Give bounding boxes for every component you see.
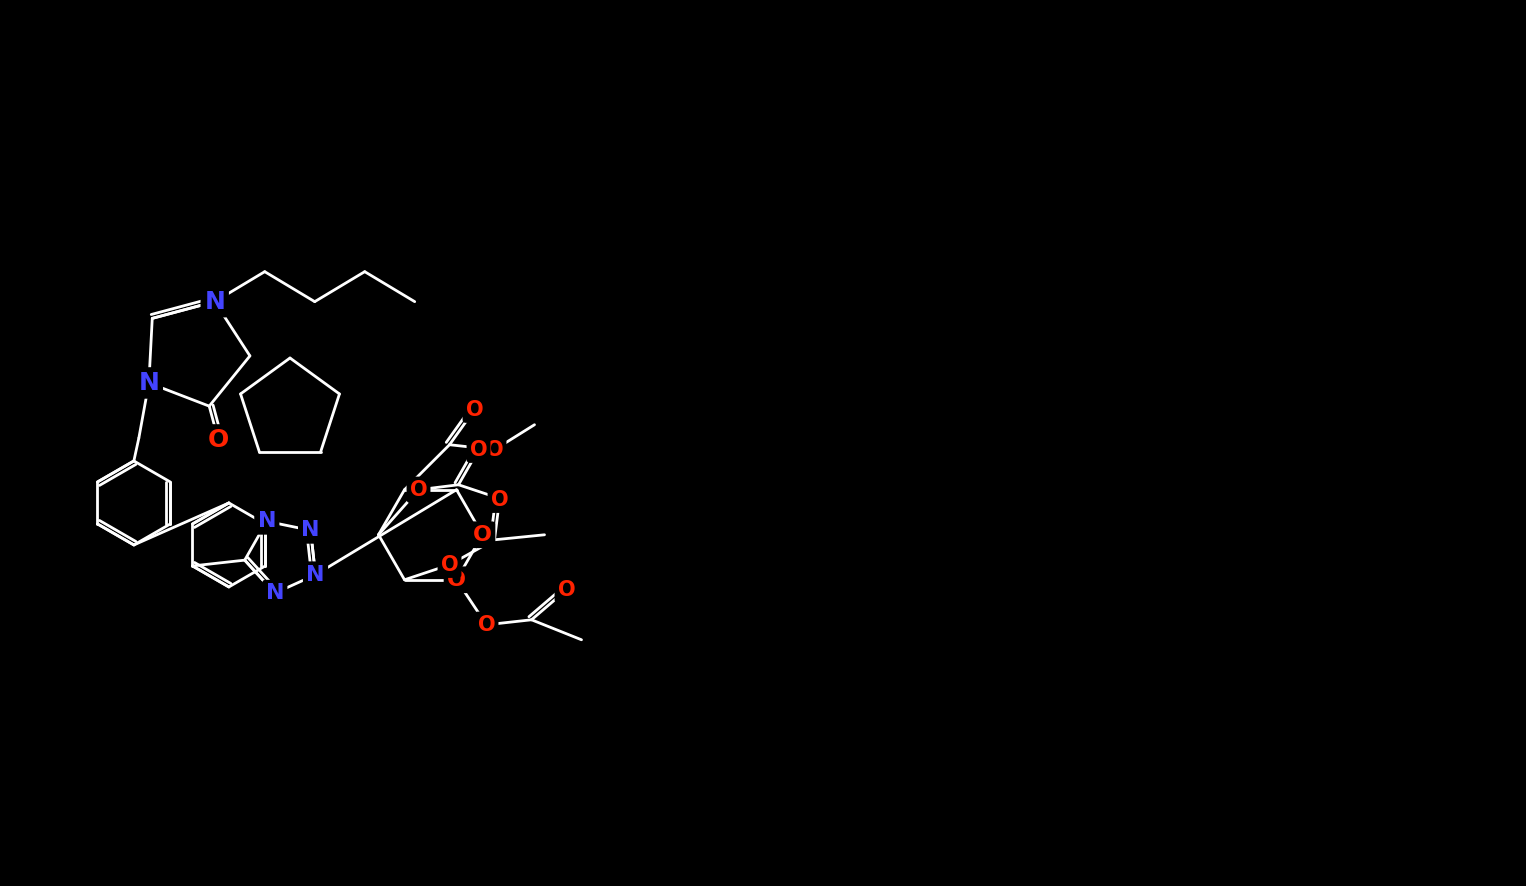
Text: O: O	[409, 479, 427, 500]
Text: O: O	[470, 439, 487, 460]
Text: N: N	[204, 290, 226, 314]
Text: O: O	[557, 579, 575, 600]
Text: O: O	[491, 490, 508, 509]
Text: N: N	[139, 371, 159, 395]
Text: O: O	[441, 555, 458, 575]
Text: O: O	[208, 428, 229, 452]
Text: N: N	[266, 583, 284, 603]
Text: N: N	[258, 511, 276, 532]
Text: O: O	[485, 439, 504, 460]
Text: O: O	[447, 570, 465, 590]
Text: N: N	[307, 564, 325, 585]
Text: O: O	[473, 525, 491, 545]
Text: O: O	[478, 615, 496, 634]
Text: O: O	[465, 400, 484, 420]
Text: N: N	[301, 520, 320, 540]
